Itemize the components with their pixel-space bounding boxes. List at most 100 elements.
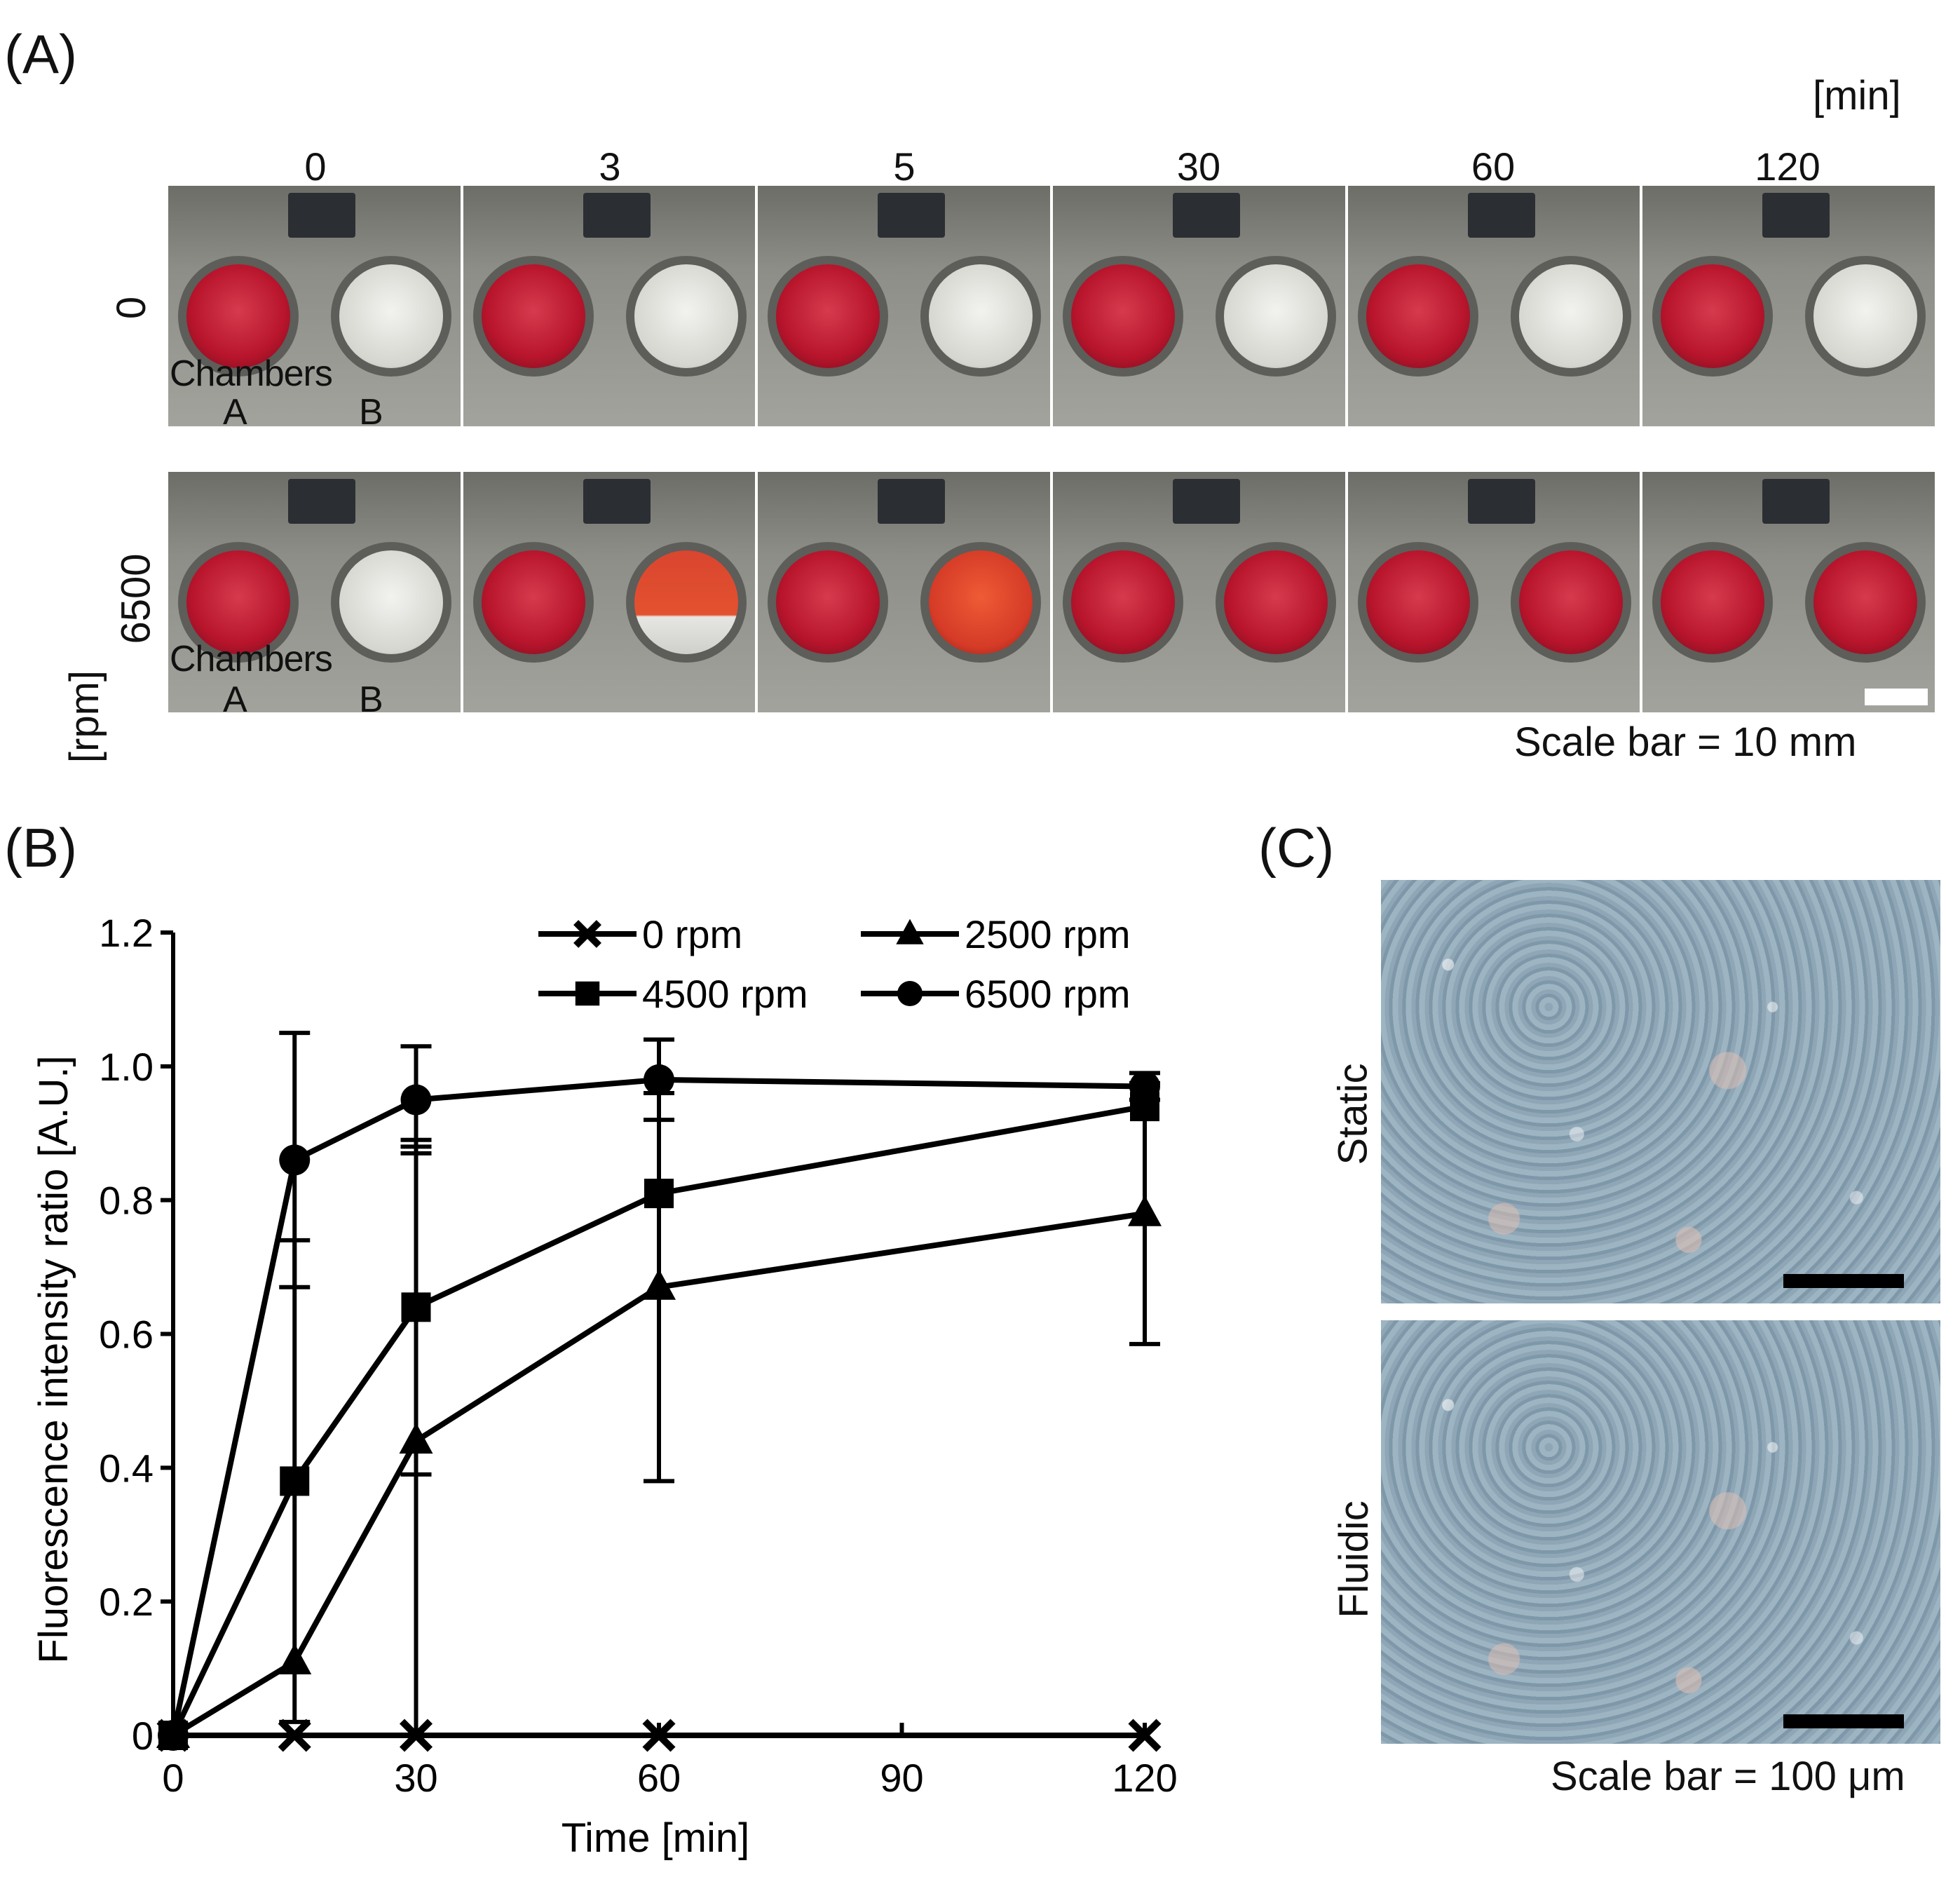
chamber-a-well — [1063, 256, 1184, 377]
chamber-photo — [168, 186, 461, 426]
x-tick-label: 90 — [880, 1756, 923, 1800]
chamber-b-well — [1510, 256, 1631, 377]
chamber-b-well — [1805, 542, 1926, 663]
chamber-b-well — [1805, 256, 1926, 377]
legend-label: 6500 rpm — [965, 972, 1131, 1016]
chamber-a-well — [768, 256, 889, 377]
chamber-photo — [1347, 472, 1640, 712]
chamber-photo — [1053, 472, 1345, 712]
x-tick-label: 120 — [1112, 1756, 1177, 1800]
legend-label: 2500 rpm — [965, 912, 1131, 956]
panel-c-label: (C) — [1258, 817, 1335, 879]
marker-circle — [158, 1720, 189, 1751]
chamber-b-well — [920, 256, 1042, 377]
time-unit-label: [min] — [1813, 73, 1901, 118]
scale-bar-10mm — [1865, 689, 1928, 705]
marker-circle — [279, 1144, 311, 1176]
x-axis-label: Time [min] — [562, 1815, 750, 1861]
photo-row-6500rpm — [168, 472, 1935, 712]
chamber-b-label-row2: B — [359, 679, 383, 720]
x-tick-label: 0 — [162, 1756, 184, 1800]
scale-text-c: Scale bar = 100 μm — [1551, 1754, 1905, 1799]
chamber-photo — [168, 472, 461, 712]
inlet-slot — [287, 479, 355, 524]
panel-b-label: (B) — [4, 817, 77, 879]
chamber-b-well — [1216, 256, 1337, 377]
marker-circle — [644, 1064, 674, 1095]
chamber-a-well — [472, 256, 594, 377]
chambers-label-row2: Chambers — [170, 639, 333, 679]
marker-square — [644, 1179, 674, 1209]
fluidic-label: Fluidic — [1331, 1500, 1377, 1618]
time-label-1: 3 — [599, 144, 621, 189]
inlet-slot — [1762, 193, 1830, 238]
fluorescence-chart: 0 0.2 0.4 0.6 0.8 1.0 1.2 0 30 60 90 120 0 rpm 2500 … — [31, 911, 1178, 1861]
row-unit-label: [rpm] — [62, 670, 108, 764]
chamber-a-label-row1: A — [223, 392, 247, 433]
inlet-slot — [1172, 193, 1240, 238]
inlet-slot — [287, 193, 355, 238]
static-label: Static — [1330, 1063, 1376, 1165]
chamber-photo — [1642, 472, 1935, 712]
chamber-a-well — [1063, 542, 1184, 663]
marker-x-stroke — [278, 1719, 311, 1752]
marker-square — [575, 981, 600, 1006]
y-tick-label: 0.4 — [99, 1446, 154, 1490]
y-tick-label: 0 — [132, 1714, 154, 1758]
y-tick-label: 0.2 — [99, 1580, 154, 1624]
chamber-photo — [1347, 186, 1640, 426]
time-label-5: 120 — [1755, 144, 1821, 189]
marker-circle — [897, 980, 923, 1007]
photo-row-0rpm — [168, 186, 1935, 426]
legend-label: 0 rpm — [642, 912, 742, 956]
marker-square — [401, 1292, 431, 1322]
chamber-a-well — [472, 542, 594, 663]
chamber-a-well — [1652, 256, 1774, 377]
time-label-0: 0 — [304, 144, 327, 189]
marker-triangle — [399, 1423, 433, 1454]
marker-x-stroke — [642, 1719, 676, 1752]
y-tick-label: 1.0 — [99, 1045, 154, 1089]
chamber-photo — [1053, 186, 1345, 426]
x-tick-label: 60 — [637, 1756, 681, 1800]
x-tick-label: 30 — [394, 1756, 437, 1800]
marker-x — [1128, 1719, 1162, 1752]
marker-circle — [400, 1084, 432, 1116]
chamber-a-label-row2: A — [223, 679, 247, 720]
panel-a-label: (A) — [4, 23, 77, 85]
inlet-slot — [583, 479, 651, 524]
chamber-b-well — [920, 542, 1042, 663]
marker-triangle — [278, 1644, 312, 1675]
marker-triangle — [1128, 1195, 1162, 1226]
row-label-0: 0 — [109, 296, 155, 320]
y-axis-label: Fluorescence intensity ratio [A.U.] — [31, 1055, 76, 1663]
y-tick-label: 0.6 — [99, 1313, 154, 1357]
marker-x-stroke — [573, 920, 601, 948]
chamber-photo — [758, 186, 1051, 426]
chambers-label-row1: Chambers — [170, 353, 333, 394]
chamber-a-well — [178, 256, 299, 377]
time-label-4: 60 — [1471, 144, 1516, 189]
chamber-b-well — [625, 256, 747, 377]
inlet-slot — [878, 193, 946, 238]
chamber-b-well — [331, 256, 451, 377]
marker-square — [280, 1466, 310, 1496]
marker-x-stroke — [399, 1719, 433, 1752]
chamber-photo — [758, 472, 1051, 712]
inlet-slot — [1762, 479, 1830, 524]
chamber-a-well — [1357, 542, 1478, 663]
marker-x — [642, 1719, 676, 1752]
chamber-a-well — [1357, 256, 1478, 377]
chamber-photo — [1642, 186, 1935, 426]
chamber-b-well — [1510, 542, 1631, 663]
chamber-photo — [463, 472, 756, 712]
chamber-a-well — [768, 542, 889, 663]
time-label-2: 5 — [893, 144, 916, 189]
chamber-b-well — [625, 542, 747, 663]
inlet-slot — [583, 193, 651, 238]
marker-x-stroke — [1128, 1719, 1162, 1752]
marker-triangle — [642, 1268, 676, 1300]
row-label-6500: 6500 — [113, 553, 159, 644]
chamber-photo — [463, 186, 756, 426]
inlet-slot — [1467, 479, 1535, 524]
